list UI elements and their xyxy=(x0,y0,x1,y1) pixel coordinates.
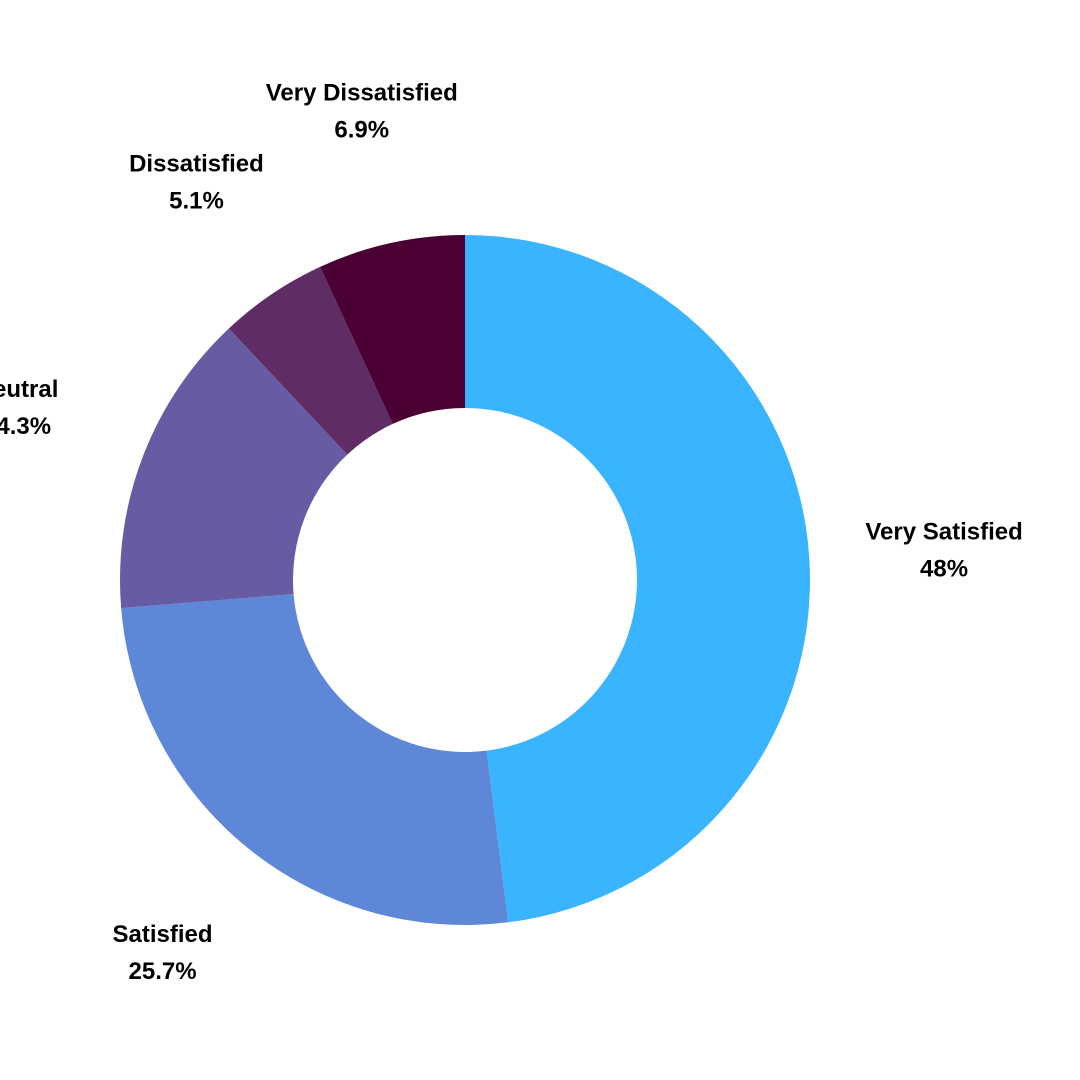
slice-category-label: Satisfied xyxy=(113,921,213,948)
slice-very-satisfied xyxy=(465,235,811,923)
slice-label-very-satisfied: Very Satisfied 48% xyxy=(865,518,1022,582)
slice-value-label: 5.1% xyxy=(169,188,224,215)
slice-satisfied xyxy=(121,594,509,925)
donut-slices xyxy=(120,235,811,925)
slice-category-label: Very Dissatisfied xyxy=(266,80,458,107)
slice-category-label: Dissatisfied xyxy=(129,151,264,178)
slice-label-dissatisfied: Dissatisfied 5.1% xyxy=(129,151,264,215)
slice-label-neutral: Neutral 14.3% xyxy=(0,376,58,440)
slice-label-satisfied: Satisfied 25.7% xyxy=(113,921,213,985)
slice-category-label: Very Satisfied xyxy=(865,518,1022,545)
slice-value-label: 14.3% xyxy=(0,413,51,440)
slice-very-dissatisfied xyxy=(320,235,465,424)
slice-label-very-dissatisfied: Very Dissatisfied 6.9% xyxy=(266,80,458,144)
slice-labels: Very Satisfied 48% Satisfied 25.7% Neutral 14… xyxy=(0,80,1023,985)
slice-neutral xyxy=(120,328,348,609)
slice-value-label: 25.7% xyxy=(129,958,197,985)
slice-dissatisfied xyxy=(228,266,393,455)
slice-value-label: 48% xyxy=(920,555,968,582)
slice-value-label: 6.9% xyxy=(334,117,389,144)
slice-category-label: Neutral xyxy=(0,376,58,403)
